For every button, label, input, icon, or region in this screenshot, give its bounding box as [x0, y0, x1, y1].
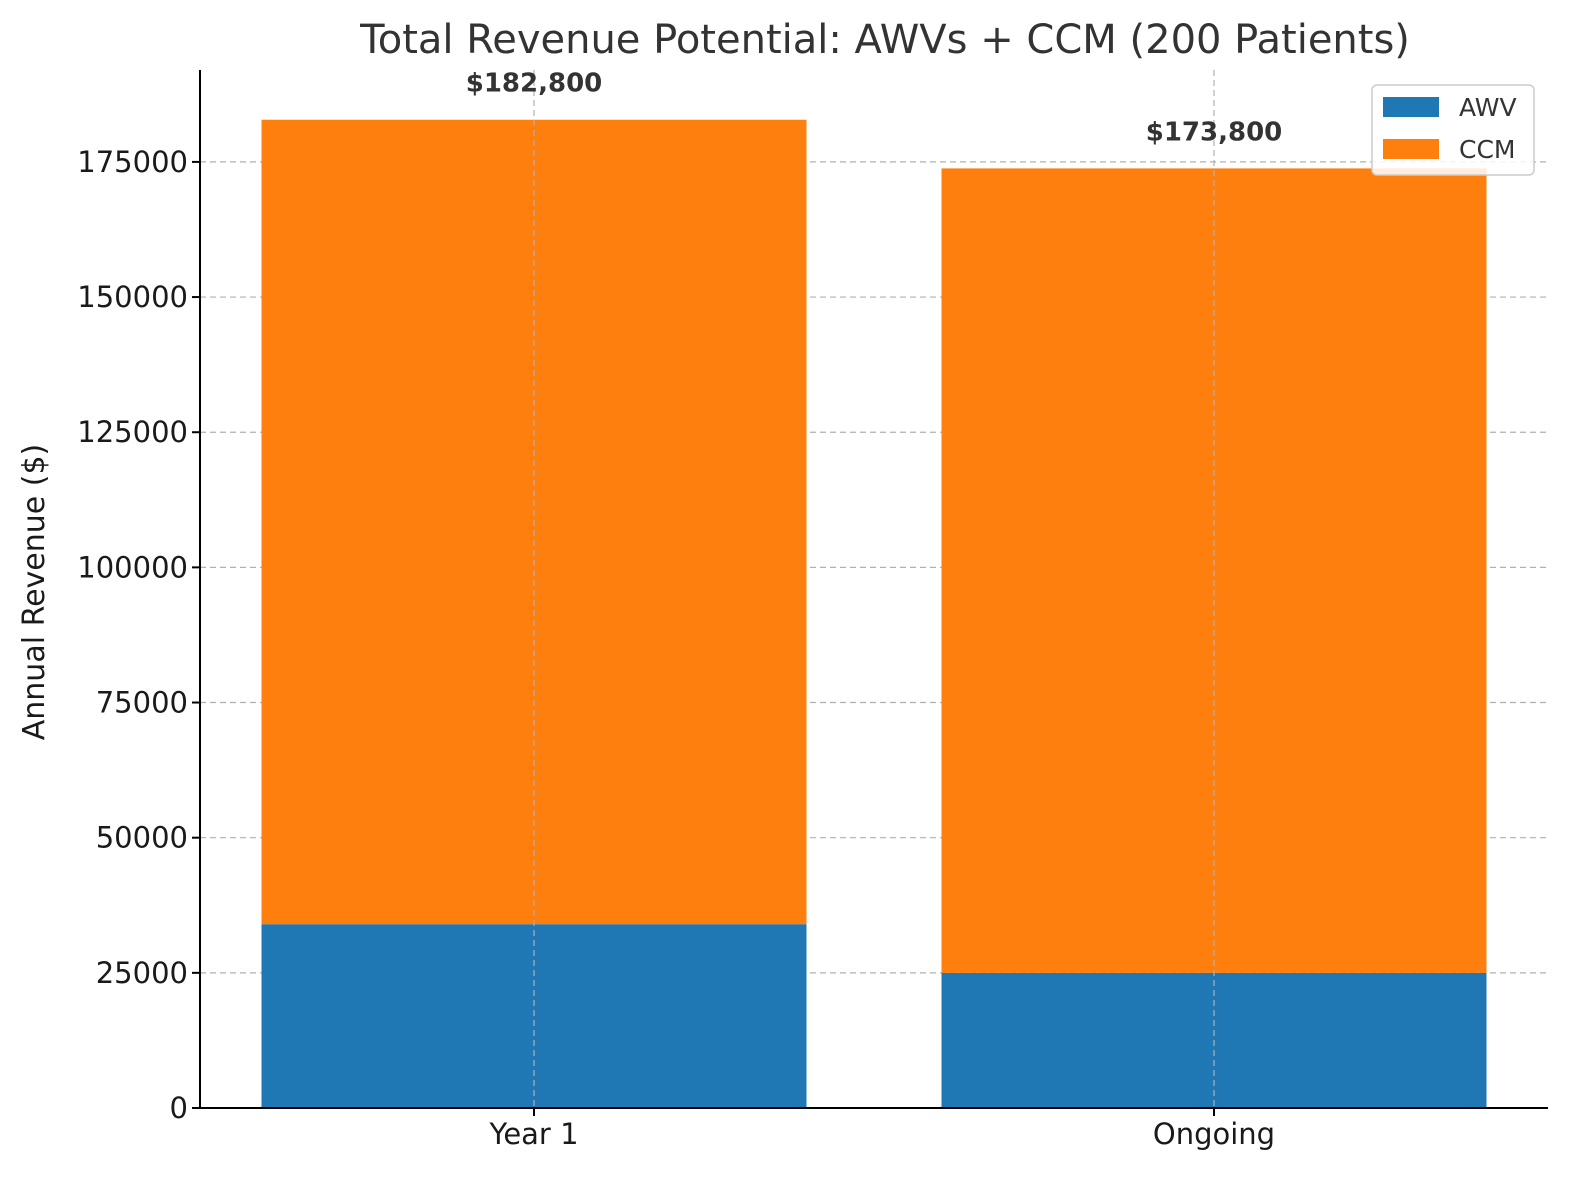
total-label-ongoing: $173,800 [1146, 117, 1283, 147]
legend-swatch-ccm [1383, 139, 1439, 159]
total-label-year-1: $182,800 [466, 69, 603, 99]
y-tick-label-7: 175000 [77, 145, 188, 179]
y-tick-label-6: 150000 [77, 280, 188, 314]
legend: AWV CCM [1371, 84, 1535, 176]
x-tick-label-1: Ongoing [1153, 1117, 1275, 1151]
chart-title: Total Revenue Potential: AWVs + CCM (200… [359, 17, 1410, 63]
axes [199, 70, 1548, 1109]
legend-label-awv: AWV [1459, 93, 1517, 122]
legend-swatch-awv [1383, 97, 1439, 117]
vertical-grid [533, 70, 1215, 1108]
y-tick-label-5: 125000 [77, 415, 188, 449]
y-tick-label-3: 75000 [96, 686, 188, 720]
y-tick-label-0: 0 [170, 1091, 188, 1125]
x-ticks: Year 1 Ongoing [488, 1108, 1275, 1151]
bars [261, 119, 1487, 1108]
y-tick-label-2: 50000 [96, 821, 188, 855]
y-tick-label-1: 25000 [96, 956, 188, 990]
y-ticks: 0 25000 50000 75000 100000 125000 150000 175000 [77, 145, 200, 1125]
y-tick-label-4: 100000 [77, 550, 188, 584]
y-axis-label: Annual Revenue ($) [17, 444, 52, 741]
legend-label-ccm: CCM [1459, 135, 1515, 164]
total-labels: $182,800 $173,800 [466, 69, 1283, 148]
x-tick-label-0: Year 1 [488, 1117, 578, 1151]
